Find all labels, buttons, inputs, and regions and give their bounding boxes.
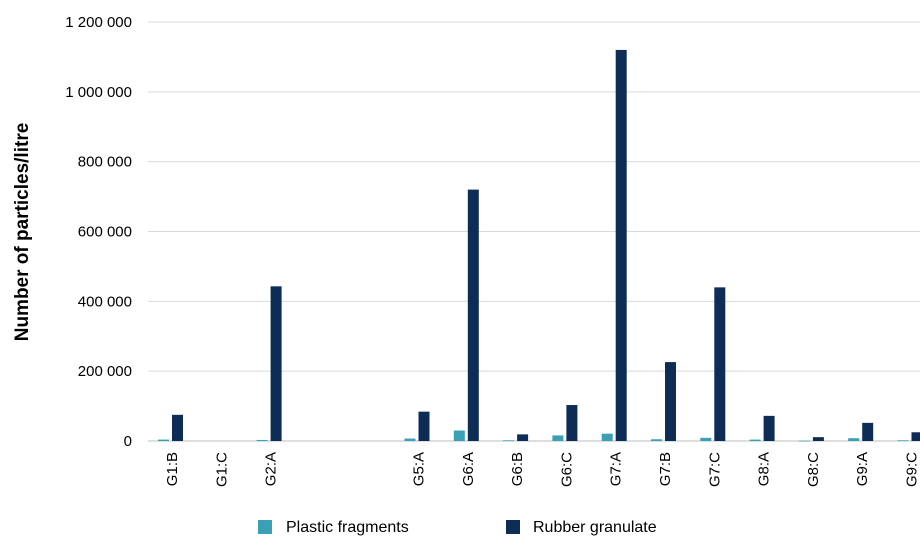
y-tick-label: 0 xyxy=(124,433,132,450)
bar-rubber-granulate xyxy=(467,189,479,441)
bar-plastic-fragments xyxy=(798,440,810,442)
legend: Plastic fragments Rubber granulate xyxy=(258,519,657,536)
bar-rubber-granulate xyxy=(665,362,676,441)
bars xyxy=(158,49,920,442)
bar-plastic-fragments xyxy=(256,439,268,441)
x-tick-label: G5:A xyxy=(411,452,428,486)
bar-plastic-fragments xyxy=(503,440,515,442)
y-tick-label: 400 000 xyxy=(78,293,132,310)
bar-rubber-granulate xyxy=(763,415,775,441)
x-tick-label: G1:B xyxy=(164,452,181,486)
bar-rubber-granulate xyxy=(270,286,282,441)
legend-label-plastic-fragments: Plastic fragments xyxy=(286,519,409,536)
bar-rubber-granulate xyxy=(615,49,627,441)
x-tick-label: G6:C xyxy=(558,452,575,487)
legend-swatch-rubber-granulate xyxy=(506,520,520,534)
grid-lines xyxy=(148,21,920,442)
bar-plastic-fragments xyxy=(404,438,416,441)
bar-rubber-granulate xyxy=(911,432,920,441)
x-tick-label: G9:A xyxy=(854,452,871,486)
x-tick-label: G8:C xyxy=(805,452,822,487)
x-tick-label: G9:C xyxy=(904,452,920,487)
bar-plastic-fragments xyxy=(453,430,465,441)
bar-rubber-granulate xyxy=(172,414,183,441)
x-tick-label: G7:C xyxy=(706,452,723,487)
bar-plastic-fragments xyxy=(848,438,860,441)
legend-label-rubber-granulate: Rubber granulate xyxy=(533,519,657,536)
bar-rubber-granulate xyxy=(714,287,726,441)
y-axis-label: Number of particles/litre xyxy=(12,123,33,342)
y-tick-label: 200 000 xyxy=(78,363,132,380)
bar-rubber-granulate xyxy=(418,411,430,441)
bar-plastic-fragments xyxy=(552,435,564,441)
x-tick-label: G1:C xyxy=(213,452,230,487)
bar-plastic-fragments xyxy=(897,440,909,442)
bar-plastic-fragments xyxy=(651,439,662,441)
y-tick-label: 1 200 000 xyxy=(65,14,132,31)
bar-plastic-fragments xyxy=(749,439,761,441)
bar-plastic-fragments xyxy=(158,439,169,441)
bar-rubber-granulate xyxy=(566,405,578,441)
bar-rubber-granulate xyxy=(517,434,529,441)
bar-rubber-granulate xyxy=(862,422,874,441)
y-tick-label: 800 000 xyxy=(78,154,132,171)
x-tick-label: G2:A xyxy=(263,452,280,486)
x-tick-labels: G1:B G1:C G2:A G5:A G6:A G6:B G6:C G7:A G7:B G7:C… xyxy=(164,452,920,487)
x-tick-label: G8:A xyxy=(756,452,773,486)
x-tick-label: G6:B xyxy=(509,452,526,486)
legend-swatch-plastic-fragments xyxy=(258,520,272,534)
x-tick-label: G7:A xyxy=(608,452,625,486)
x-tick-label: G6:A xyxy=(460,452,477,486)
y-tick-labels: 0 200 000 400 000 600 000 800 000 1 000 000 1 … xyxy=(65,14,132,450)
y-tick-label: 1 000 000 xyxy=(65,84,132,101)
y-tick-label: 600 000 xyxy=(78,224,132,241)
bar-plastic-fragments xyxy=(601,433,613,441)
bar-plastic-fragments xyxy=(700,437,712,441)
x-tick-label: G7:B xyxy=(657,452,674,486)
bar-rubber-granulate xyxy=(812,437,824,441)
